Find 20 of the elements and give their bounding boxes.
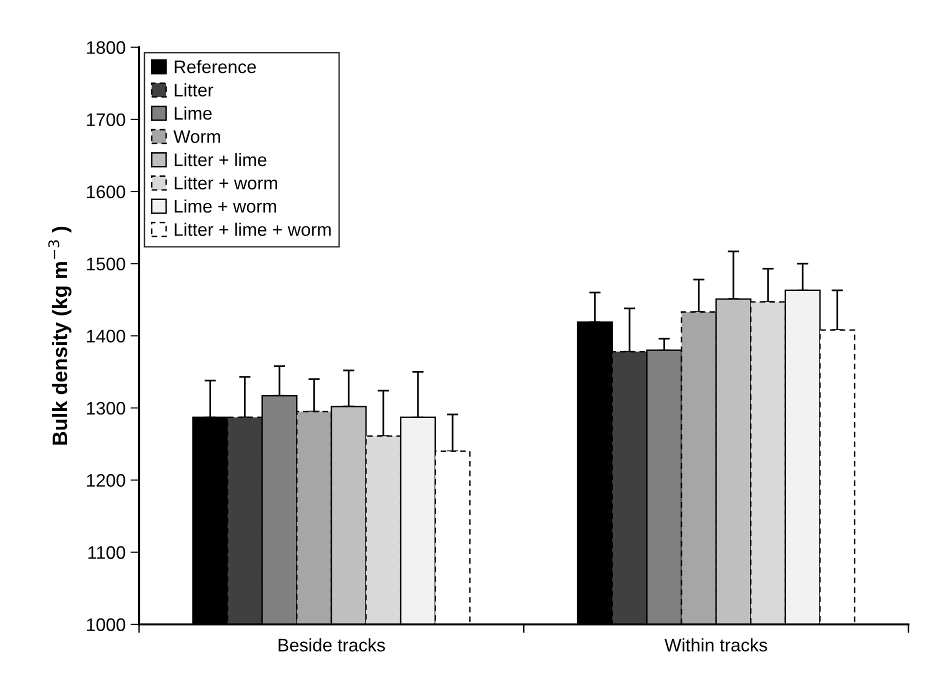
legend-label: Reference bbox=[174, 60, 256, 74]
y-tick-label: 1800 bbox=[87, 41, 126, 54]
legend-label: Lime bbox=[174, 106, 212, 120]
y-tick-label: 1000 bbox=[87, 618, 126, 632]
legend-label: Lime + worm bbox=[174, 199, 276, 213]
legend-label: Litter + lime bbox=[174, 152, 266, 166]
legend-label: Litter + lime + worm bbox=[174, 222, 331, 236]
x-tick-label: Beside tracks bbox=[278, 638, 385, 652]
y-tick-label: 1400 bbox=[87, 330, 126, 343]
legend-label: Worm bbox=[173, 130, 220, 143]
y-tick-label: 1700 bbox=[87, 113, 126, 126]
y-tick-label: 1200 bbox=[87, 474, 126, 487]
legend-label: Litter bbox=[174, 83, 214, 96]
legend-label: Litter + worm bbox=[174, 176, 278, 190]
y-axis-title: Bulk density (kg m$^{−3}$ ) bbox=[48, 226, 72, 445]
y-tick-label: 1100 bbox=[88, 546, 126, 559]
y-tick-label: 1500 bbox=[87, 258, 126, 270]
y-tick-label: 1600 bbox=[87, 185, 126, 198]
x-tick-label: Within tracks bbox=[664, 638, 768, 652]
y-tick-label: 1300 bbox=[87, 402, 126, 415]
